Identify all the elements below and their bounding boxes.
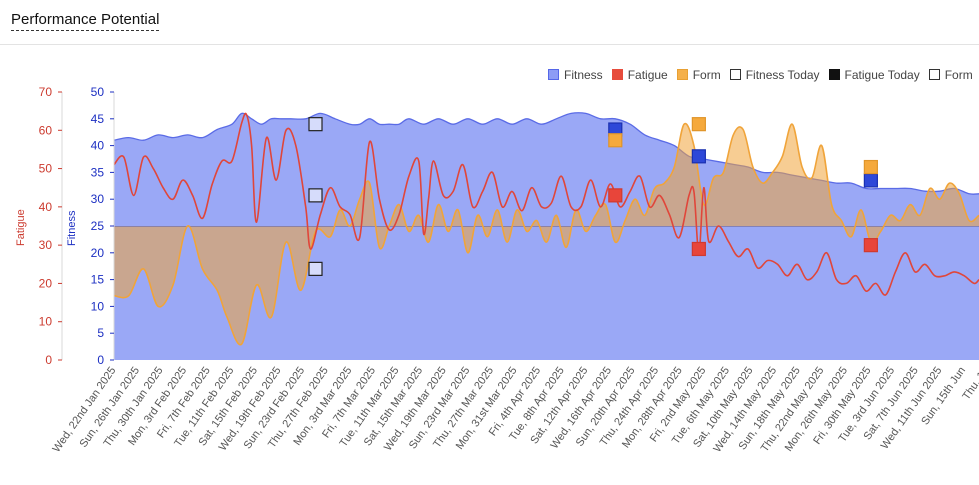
header-divider bbox=[0, 44, 979, 45]
legend-swatch bbox=[828, 69, 840, 80]
legend-swatch bbox=[611, 69, 623, 80]
form-marker bbox=[863, 159, 878, 175]
legend-item[interactable]: Form bbox=[676, 68, 721, 82]
form-baseline bbox=[114, 226, 979, 227]
form-line bbox=[114, 122, 979, 346]
right-tick-label: 45 bbox=[91, 112, 105, 126]
legend-label: Form bbox=[692, 68, 721, 82]
left-tick-label: 20 bbox=[39, 276, 53, 290]
right-tick-label: 0 bbox=[97, 353, 104, 367]
left-tick-label: 60 bbox=[39, 123, 53, 137]
left-tick-label: 50 bbox=[39, 162, 53, 176]
legend-swatch bbox=[928, 69, 940, 80]
legend-label: Fitness Today bbox=[745, 68, 820, 82]
left-tick-label: 0 bbox=[45, 353, 52, 367]
right-tick-label: 5 bbox=[97, 326, 104, 340]
legend-swatch bbox=[729, 69, 741, 80]
legend-item[interactable]: Fatigue bbox=[611, 68, 668, 82]
fatigue-marker bbox=[691, 241, 706, 257]
left-tick-label: 30 bbox=[39, 238, 53, 252]
legend-item[interactable]: Fatigue Today bbox=[828, 68, 920, 82]
legend-item[interactable]: Form bbox=[928, 68, 973, 82]
fitness-line bbox=[114, 112, 979, 195]
right-tick-label: 40 bbox=[91, 139, 105, 153]
fitness-today-marker bbox=[308, 117, 323, 132]
chart-legend: Fitness Fatigue Form Fitness Today Fatigue T… bbox=[548, 68, 979, 82]
right-tick-label: 50 bbox=[91, 85, 105, 99]
legend-label: Fatigue bbox=[627, 68, 668, 82]
form-area bbox=[114, 123, 979, 345]
legend-label: Form bbox=[944, 68, 973, 82]
right-tick-label: 20 bbox=[91, 246, 105, 260]
legend-swatch bbox=[676, 69, 688, 80]
legend-item[interactable]: Fitness Today bbox=[729, 68, 820, 82]
fatigue-today-marker bbox=[308, 188, 323, 203]
fatigue-marker bbox=[608, 188, 623, 203]
legend-label: Fitness bbox=[564, 68, 603, 82]
legend-swatch bbox=[548, 69, 559, 80]
left-tick-label: 10 bbox=[39, 315, 53, 329]
left-axis-title: Fatigue bbox=[15, 209, 27, 246]
fatigue-marker bbox=[863, 238, 878, 253]
plot-area bbox=[114, 112, 979, 360]
right-tick-label: 25 bbox=[91, 219, 105, 233]
right-axis-title: Fitness bbox=[66, 210, 78, 246]
fitness-marker bbox=[863, 173, 878, 188]
form-marker bbox=[691, 117, 706, 132]
legend-item[interactable]: Fitness bbox=[548, 68, 603, 82]
form-today-marker bbox=[308, 261, 323, 276]
legend-label: Fatigue Today bbox=[844, 68, 920, 82]
page-title: Performance Potential bbox=[11, 11, 160, 31]
fitness-marker bbox=[691, 149, 706, 164]
right-tick-label: 35 bbox=[91, 165, 105, 179]
right-tick-label: 15 bbox=[91, 273, 105, 287]
right-tick-label: 30 bbox=[91, 192, 105, 206]
left-tick-label: 70 bbox=[39, 85, 53, 99]
right-tick-label: 10 bbox=[91, 299, 105, 313]
fatigue-line bbox=[114, 112, 979, 296]
form-marker bbox=[608, 133, 623, 148]
left-tick-label: 40 bbox=[39, 200, 53, 214]
